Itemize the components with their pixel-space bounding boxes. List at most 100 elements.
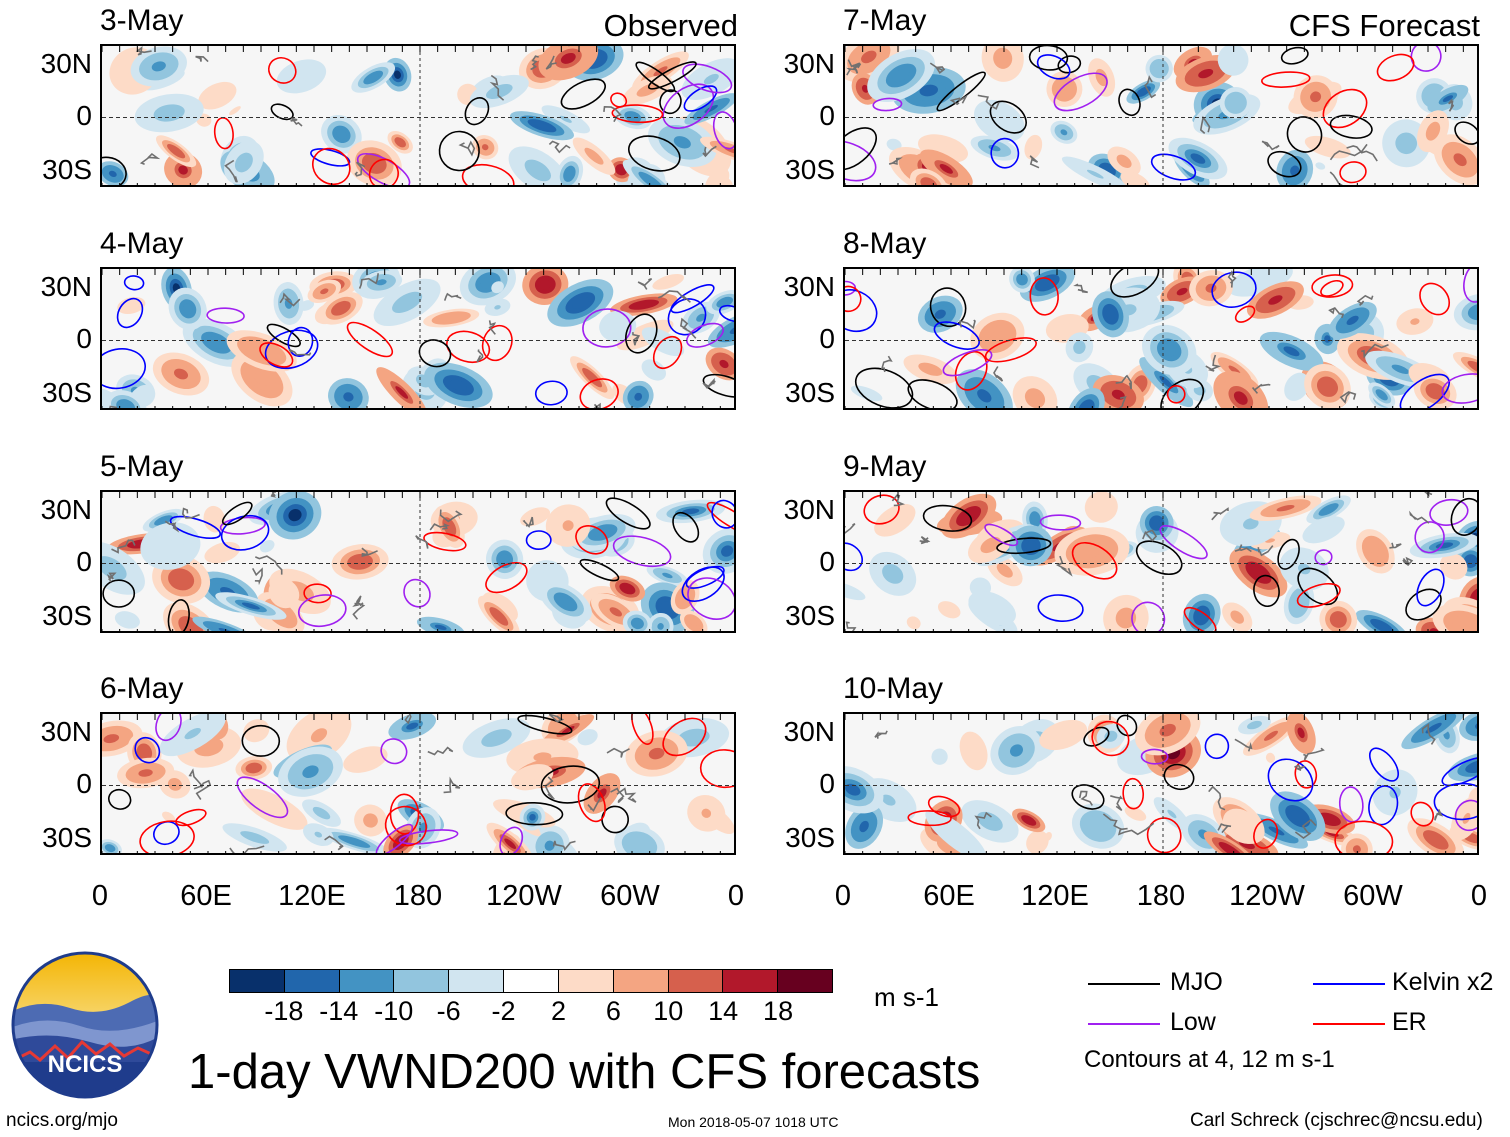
coastline: [1117, 822, 1155, 836]
wave-contour: [540, 765, 601, 804]
anomaly-shading: [923, 365, 938, 374]
wave-contour: [153, 820, 180, 846]
wave-contour: [631, 714, 654, 745]
wave-contour: [1463, 269, 1477, 303]
legend-er-line: [1313, 1023, 1385, 1025]
wave-contour: [1454, 121, 1477, 145]
coastline: [1294, 764, 1306, 772]
anomaly-shading: [1268, 826, 1285, 836]
anomaly-shading: [655, 336, 671, 347]
panel-date-title: 8-May: [843, 227, 927, 260]
anomaly-shading: [357, 754, 374, 765]
wave-contour: [1368, 747, 1400, 782]
wave-contour: [220, 514, 270, 551]
colorbar-swatch: [778, 970, 832, 992]
anomaly-shading: [200, 741, 217, 753]
lon-tick-label: 0: [834, 880, 852, 912]
anomaly-shading: [366, 816, 375, 825]
wave-contour: [1416, 568, 1445, 607]
panel-date-title: 3-May: [100, 4, 184, 37]
anomaly-shading: [480, 276, 495, 289]
anomaly-shading: [1465, 759, 1477, 774]
wave-contour: [687, 577, 734, 620]
lat-tick-label: 30N: [783, 494, 835, 525]
anomaly-shading: [1198, 68, 1214, 79]
wave-contour: [1454, 799, 1477, 832]
coastline: [1389, 542, 1402, 549]
anomaly-shading: [445, 521, 454, 533]
legend-er-label: ER: [1392, 1008, 1427, 1036]
anomaly-shading: [1059, 323, 1075, 334]
chart-title: 1-day VWND200 with CFS forecasts: [188, 1045, 981, 1099]
wave-contour: [297, 594, 347, 628]
anomaly-shading: [1235, 820, 1250, 833]
anomaly-shading: [1024, 817, 1033, 824]
anomaly-shading: [444, 315, 459, 321]
map-svg: [845, 46, 1477, 185]
lat-tick-label: 0: [819, 100, 835, 131]
map-svg: [102, 492, 734, 631]
map-panel: [843, 267, 1479, 410]
anomaly-shading: [609, 607, 622, 617]
wave-contour: [123, 275, 145, 291]
wave-contour: [1329, 114, 1373, 139]
wave-contour: [1253, 818, 1279, 849]
coastline: [959, 319, 976, 330]
anomaly-shading: [395, 386, 409, 399]
map-svg: [845, 492, 1477, 631]
anomaly-shading: [611, 320, 625, 332]
wave-contour: [267, 56, 297, 84]
anomaly-shading: [1346, 315, 1359, 326]
lat-tick-label: 0: [76, 768, 92, 799]
anomaly-shading: [990, 330, 1005, 343]
wave-contour: [384, 805, 427, 847]
lat-tick-label: 0: [819, 768, 835, 799]
coastline: [111, 539, 136, 554]
anomaly-shading: [1030, 142, 1037, 152]
wave-contour: [481, 324, 513, 362]
coastline: [616, 787, 637, 803]
wave-contour: [403, 578, 431, 608]
anomaly-shading: [108, 170, 117, 178]
anomaly-shading: [207, 336, 225, 349]
wave-contour: [517, 714, 573, 735]
coastline: [1227, 270, 1237, 288]
coastline: [1329, 143, 1368, 161]
anomaly-shading: [320, 288, 329, 295]
anomaly-shading: [241, 602, 260, 610]
coastline: [458, 140, 476, 157]
wave-contour: [1146, 817, 1182, 853]
anomaly-shading: [1000, 566, 1010, 575]
wave-contour: [1140, 748, 1169, 765]
anomaly-shading: [336, 129, 347, 140]
anomaly-shading: [103, 561, 120, 575]
anomaly-shading: [1425, 722, 1442, 734]
anomaly-shading: [335, 304, 347, 313]
wave-contour: [929, 287, 967, 328]
anomaly-shading: [572, 296, 589, 309]
wave-contour: [534, 380, 568, 406]
coastline: [993, 366, 1004, 382]
wave-contour: [499, 826, 524, 853]
wave-contour: [155, 714, 182, 742]
lat-tick-label: 0: [819, 546, 835, 577]
wave-contour: [575, 525, 609, 555]
coastline: [229, 845, 265, 853]
coastline: [1294, 818, 1317, 839]
anomaly-shading: [948, 828, 964, 842]
anomaly-shading: [1473, 307, 1477, 317]
wave-contour: [266, 323, 301, 348]
anomaly-shading: [1375, 622, 1389, 631]
wave-contour: [1441, 756, 1477, 787]
coastline: [279, 292, 301, 307]
wave-contour: [942, 349, 993, 377]
anomaly-shading: [397, 139, 404, 146]
anomaly-shading: [977, 389, 992, 403]
wave-contour: [368, 158, 399, 185]
map-panel: [100, 490, 736, 633]
panel-date-title: 6-May: [100, 672, 184, 705]
anomaly-shading: [859, 820, 869, 833]
wave-contour: [907, 810, 952, 827]
anomaly-shading: [310, 728, 328, 743]
wave-contour: [1314, 549, 1333, 566]
